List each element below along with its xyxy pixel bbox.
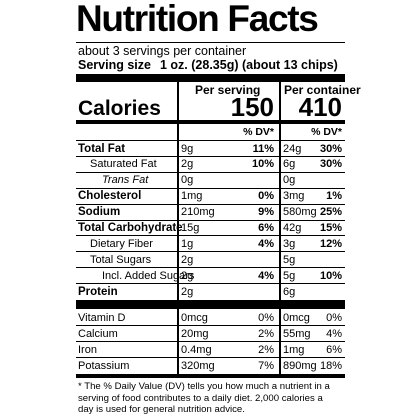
serving-dv: 4% — [258, 237, 274, 250]
rule — [76, 325, 345, 326]
column-rule — [279, 82, 281, 300]
serving-amount: 2g — [181, 269, 194, 282]
serving-amount: 20mg — [181, 327, 209, 340]
dv-header: % DV* — [243, 126, 274, 138]
serving-amount: 2g — [181, 253, 194, 266]
calories-label: Calories — [78, 97, 161, 120]
rule — [76, 203, 345, 205]
container-amount: 6g — [283, 158, 296, 171]
rule — [76, 155, 345, 157]
rule — [76, 283, 345, 285]
serving-dv: 0% — [258, 190, 274, 203]
serving-dv: 4% — [258, 269, 274, 282]
container-dv: 6% — [326, 343, 342, 356]
container-dv: 18% — [319, 359, 342, 372]
serving-amount: 210mg — [181, 206, 215, 219]
per-serving-header: Per serving — [195, 83, 261, 97]
serving-amount: 0.4mg — [181, 343, 212, 356]
nutrient-name: Trans Fat — [102, 174, 149, 187]
column-rule — [177, 309, 179, 375]
container-amount: 580mg — [283, 206, 317, 219]
rule — [76, 187, 345, 189]
nutrient-name: Total Carbohydrate — [78, 222, 183, 234]
rule — [76, 341, 345, 342]
container-amount: 55mg — [283, 327, 311, 340]
serving-dv: 10% — [251, 158, 274, 171]
nutrient-name: Total Sugars — [90, 253, 152, 266]
serving-amount: 320mg — [181, 359, 215, 372]
container-amount: 890mg — [283, 359, 317, 372]
nutrient-name: Incl. Added Sugars — [102, 269, 195, 282]
calories-container: 410 — [298, 92, 342, 122]
column-rule — [279, 309, 281, 375]
serving-size: 1 oz. (28.35g) (about 13 chips) — [160, 58, 338, 72]
container-dv: 15% — [319, 222, 342, 234]
container-amount: 3mg — [283, 190, 305, 203]
rule — [76, 42, 345, 43]
footnote: * The % Daily Value (DV) tells you how m… — [78, 381, 330, 415]
serving-amount: 2g — [181, 285, 194, 298]
nutrient-name: Potassium — [78, 359, 130, 372]
title: Nutrition Facts — [76, 0, 319, 39]
serving-amount: 15g — [181, 222, 200, 234]
column-rule — [177, 82, 179, 300]
rule — [76, 235, 345, 237]
per-container-header: Per container — [284, 83, 361, 97]
container-amount: 24g — [283, 142, 302, 155]
nutrient-name: Dietary Fiber — [90, 237, 153, 250]
nutrient-name: Vitamin D — [78, 311, 126, 324]
container-dv: 30% — [319, 142, 342, 155]
container-amount: 5g — [283, 269, 296, 282]
nutrient-name: Calcium — [78, 327, 118, 340]
container-dv: 4% — [326, 327, 342, 340]
serving-dv: 9% — [258, 206, 274, 219]
container-amount: 1mg — [283, 343, 305, 356]
container-dv: 0% — [326, 311, 342, 324]
nutrient-name: Saturated Fat — [90, 158, 157, 171]
nutrient-name: Protein — [78, 285, 118, 298]
container-amount: 0mcg — [283, 311, 310, 324]
container-dv: 12% — [319, 237, 342, 250]
thick-rule — [76, 374, 345, 378]
rule — [76, 357, 345, 358]
rule — [76, 251, 345, 253]
container-amount: 42g — [283, 222, 302, 234]
container-amount: 0g — [283, 174, 296, 187]
container-amount: 3g — [283, 237, 296, 250]
serving-amount: 0g — [181, 174, 194, 187]
container-dv: 1% — [326, 190, 342, 203]
serving-dv: 2% — [258, 343, 274, 356]
serving-amount: 9g — [181, 142, 194, 155]
serving-dv: 11% — [252, 142, 274, 155]
nutrient-name: Sodium — [78, 206, 121, 219]
serving-amount: 2g — [181, 158, 194, 171]
rule — [76, 171, 345, 173]
container-dv: 25% — [319, 206, 342, 219]
rule — [76, 140, 345, 141]
serving-dv: 6% — [258, 222, 274, 234]
dv-header: % DV* — [311, 126, 342, 138]
serving-size-label: Serving size — [78, 58, 151, 72]
container-amount: 6g — [283, 285, 296, 298]
rule — [76, 219, 345, 221]
container-dv: 10% — [319, 269, 342, 282]
serving-amount: 0mcg — [181, 311, 208, 324]
rule — [76, 267, 345, 269]
container-amount: 5g — [283, 253, 296, 266]
serving-dv: 0% — [258, 311, 274, 324]
calories-serving: 150 — [230, 92, 274, 122]
thick-rule — [76, 300, 345, 309]
serving-amount: 1g — [181, 237, 194, 250]
container-dv: 30% — [319, 158, 342, 171]
serving-dv: 2% — [258, 327, 274, 340]
nutrient-name: Iron — [78, 343, 97, 356]
thick-rule — [76, 74, 345, 82]
serving-dv: 7% — [258, 359, 274, 372]
nutrient-name: Total Fat — [78, 142, 126, 155]
servings: about 3 servings per container — [78, 44, 247, 58]
serving-amount: 1mg — [181, 190, 203, 203]
thick-rule — [76, 120, 345, 124]
nutrient-name: Cholesterol — [78, 190, 142, 203]
